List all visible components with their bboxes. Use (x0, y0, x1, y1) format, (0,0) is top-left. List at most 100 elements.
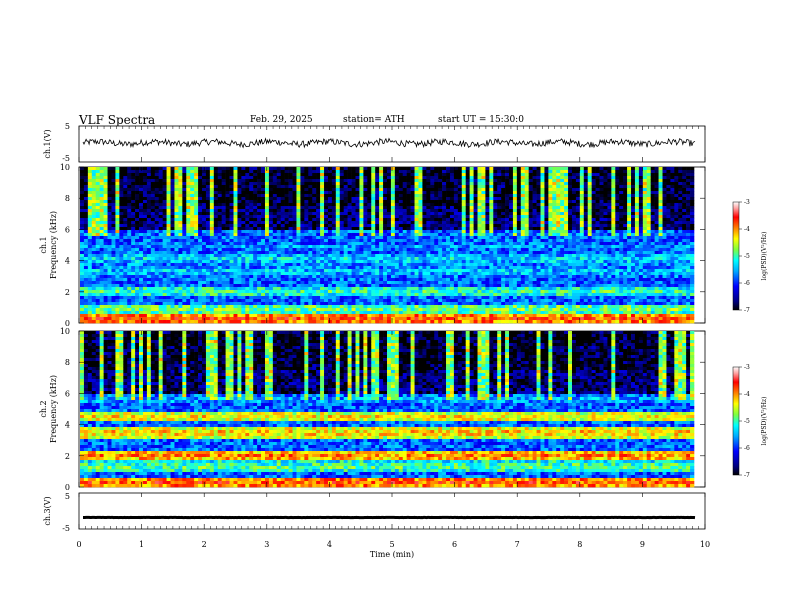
spectrogram-cell (245, 320, 250, 324)
spectrogram-cell (335, 170, 341, 174)
spectrogram-cell (213, 185, 219, 189)
spectrogram-cell (442, 308, 447, 312)
spectrogram-cell (312, 224, 317, 228)
spectrogram-cell (367, 278, 372, 282)
spectrogram-cell (190, 248, 195, 252)
spectrogram-cell (233, 278, 238, 282)
spectrogram-cell (449, 278, 455, 282)
spectrogram-cell (229, 251, 234, 255)
spectrogram-cell (241, 266, 246, 270)
spectrogram-cell (229, 293, 234, 297)
spectrogram-cell (253, 224, 258, 228)
spectrogram-cell (131, 272, 136, 276)
spectrogram-cell (268, 317, 274, 321)
spectrogram-cell (221, 191, 226, 195)
spectrogram-cell (300, 269, 305, 273)
spectrogram-cell (174, 266, 179, 270)
spectrogram-cell (296, 218, 301, 222)
spectrogram-cell (276, 254, 282, 258)
spectrogram-cell (453, 224, 459, 228)
spectrogram-cell (284, 179, 289, 183)
spectrogram-cell (241, 212, 246, 216)
spectrogram-cell (276, 215, 282, 219)
spectrogram-cell (375, 275, 380, 279)
spectrogram-cell (139, 215, 144, 219)
spectrogram-cell (257, 170, 262, 174)
spectrogram-cell (87, 236, 93, 240)
spectrogram-cell (355, 272, 360, 276)
spectrogram-cell (442, 176, 447, 180)
spectrogram-cell (371, 197, 376, 201)
spectrogram-cell (442, 179, 447, 183)
spectrogram-cell (418, 248, 423, 252)
spectrogram-cell (288, 317, 293, 321)
spectrogram-cell (371, 239, 376, 243)
spectrogram-cell (202, 281, 207, 285)
spectrogram-cell (158, 242, 163, 246)
spectrogram-cell (80, 200, 85, 204)
spectrogram-cell (268, 185, 274, 189)
spectrogram-cell (146, 239, 152, 243)
spectrogram-cell (135, 191, 140, 195)
spectrogram-cell (190, 209, 195, 213)
spectrogram-cell (83, 320, 89, 324)
spectrogram-cell (339, 254, 345, 258)
spectrogram-cell (154, 320, 160, 324)
spectrogram-cell (312, 302, 317, 306)
spectrogram-cell (237, 272, 242, 276)
spectrogram-cell (186, 317, 191, 321)
spectrogram-cell (87, 233, 93, 237)
spectrogram-cell (292, 305, 297, 309)
spectrogram-cell (182, 209, 187, 213)
spectrogram-cell (95, 179, 100, 183)
spectrogram-cell (442, 245, 447, 249)
spectrogram-cell (280, 257, 285, 261)
spectrogram-cell (202, 278, 207, 282)
spectrogram-cell (237, 227, 242, 231)
spectrogram-cell (327, 242, 333, 246)
spectrogram-cell (312, 248, 317, 252)
spectrogram-cell (119, 245, 124, 249)
spectrogram-cell (288, 254, 293, 258)
spectrogram-cell (91, 167, 97, 171)
spectrogram-cell (257, 236, 262, 240)
spectrogram-cell (264, 224, 270, 228)
spectrogram-cell (324, 311, 329, 315)
spectrogram-cell (276, 302, 282, 306)
spectrogram-cell (249, 248, 254, 252)
spectrogram-cell (139, 251, 144, 255)
spectrogram-cell (406, 296, 411, 300)
spectrogram-cell (162, 257, 167, 261)
spectrogram-cell (324, 302, 329, 306)
spectrogram-cell (453, 206, 459, 210)
spectrogram-cell (292, 179, 297, 183)
spectrogram-cell (241, 206, 246, 210)
spectrogram-cell (414, 248, 419, 252)
spectrogram-cell (264, 215, 270, 219)
spectrogram-cell (257, 215, 262, 219)
spectrogram-cell (257, 245, 262, 249)
spectrogram-cell (296, 230, 301, 234)
spectrogram-cell (347, 317, 352, 321)
spectrogram-cell (95, 314, 100, 318)
spectrogram-cell (371, 251, 376, 255)
spectrogram-cell (387, 266, 392, 270)
spectrogram-cell (261, 170, 266, 174)
spectrogram-cell (115, 251, 120, 255)
spectrogram-cell (414, 176, 419, 180)
spectrogram-cell (288, 266, 293, 270)
spectrogram-cell (115, 299, 120, 303)
spectrogram-cell (327, 248, 333, 252)
spectrogram-cell (142, 239, 148, 243)
spectrogram-cell (166, 281, 171, 285)
spectrogram-cell (367, 236, 372, 240)
spectrogram-cell (146, 176, 152, 180)
spectrogram-cell (394, 233, 400, 237)
spectrogram-cell (438, 305, 443, 309)
spectrogram-cell (442, 305, 447, 309)
spectrogram-cell (111, 176, 116, 180)
spectrogram-cell (335, 254, 341, 258)
spectrogram-cell (312, 200, 317, 204)
spectrogram-cell (449, 185, 455, 189)
spectrogram-cell (166, 185, 171, 189)
